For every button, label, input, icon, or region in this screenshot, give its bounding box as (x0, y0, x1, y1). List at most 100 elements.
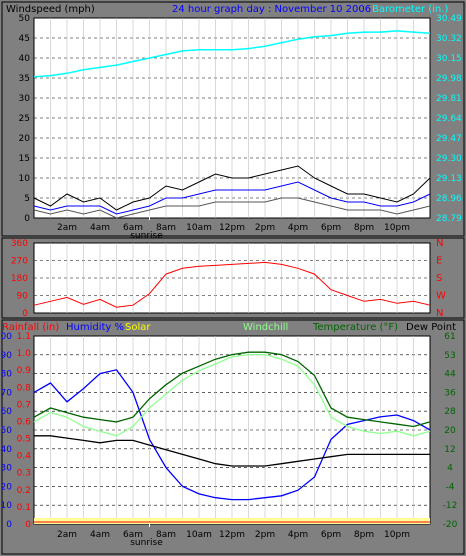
x-tick-label: 8am (156, 223, 176, 233)
humidity-label: Humidity % (66, 322, 124, 333)
axis-tick-label: 0 (24, 214, 30, 224)
axis-tick-label: 0.8 (17, 383, 32, 393)
axis-tick-label: W (436, 291, 446, 302)
x-tick-label: 8pm (354, 223, 374, 233)
axis-tick-label: 25 (19, 114, 30, 124)
axis-tick-label: 0 (22, 309, 28, 319)
series-humidity (33, 369, 431, 501)
axis-tick-label: 0.7 (17, 400, 31, 410)
axis-tick-label: 12 (444, 445, 455, 455)
solar-label: Solar (125, 322, 151, 333)
series-gust_low (33, 197, 431, 219)
axis-tick-label: 70 (1, 388, 13, 398)
x-tick-label: 6pm (321, 530, 341, 540)
axis-tick-label: 53 (444, 351, 455, 361)
series-windchill (33, 353, 431, 437)
p3-temp-ticks: -20 -12 -4 4 12 20 28 36 44 53 61 (443, 332, 458, 530)
x-tick-label: 4am (90, 223, 110, 233)
p1-right-ticks: 28.79 28.96 29.13 29.30 29.47 29.64 29.81 29.98… (436, 14, 462, 224)
axis-tick-label: 30.49 (436, 14, 462, 24)
axis-tick-label: 0.3 (17, 469, 31, 479)
axis-tick-label: 0 (25, 520, 31, 530)
p3-x-ticks: 2am 4am 6am 8am 10am 12pm 2pm 4pm 6pm 8pm 10pm sunr… (57, 523, 410, 548)
axis-tick-label: 0.5 (17, 435, 31, 445)
x-tick-label: 10pm (384, 530, 410, 540)
axis-tick-label: 60 (1, 407, 13, 417)
axis-tick-label: 29.98 (436, 74, 462, 84)
axis-tick-label: 28.96 (436, 194, 462, 204)
dew-point-label: Dew Point (406, 322, 456, 333)
axis-tick-label: 61 (444, 332, 455, 342)
x-tick-label: 8am (156, 530, 176, 540)
x-tick-label: 4pm (288, 530, 308, 540)
axis-tick-label: 0.6 (17, 417, 32, 427)
x-tick-label: 4am (90, 530, 110, 540)
axis-tick-label: 180 (11, 274, 28, 284)
axis-tick-label: S (436, 273, 442, 284)
axis-tick-label: 15 (19, 154, 30, 164)
axis-tick-label: 30 (1, 464, 13, 474)
barometer-axis-label: Barometer (in.) (372, 4, 448, 15)
x-tick-label: 2pm (255, 223, 275, 233)
axis-tick-label: 270 (11, 257, 28, 267)
p1-x-ticks: 2am 4am 6am 8am 10am 12pm 2pm 4pm 6pm 8pm 10pm sunr… (57, 216, 410, 241)
axis-tick-label: 45 (19, 34, 30, 44)
axis-tick-label: 100 (0, 332, 12, 342)
axis-tick-label: 5 (24, 194, 30, 204)
x-tick-label: 2pm (255, 530, 275, 540)
axis-tick-label: 30.15 (436, 54, 462, 64)
axis-tick-label: 10 (1, 501, 13, 511)
axis-tick-label: 40 (1, 445, 13, 455)
p1-series (33, 30, 431, 219)
axis-tick-label: 29.81 (436, 94, 462, 104)
axis-tick-label: 50 (19, 14, 31, 24)
axis-tick-label: E (436, 256, 442, 267)
rain-solar-band (34, 518, 430, 524)
series-dew_point (34, 435, 430, 467)
axis-tick-label: 10 (19, 174, 31, 184)
axis-tick-label: 20 (1, 482, 13, 492)
axis-tick-label: 4 (447, 464, 453, 474)
sunrise-label: sunrise (130, 231, 163, 241)
axis-tick-label: 30 (19, 94, 31, 104)
axis-tick-label: -12 (443, 501, 458, 511)
axis-tick-label: 90 (17, 292, 29, 302)
x-tick-label: 8pm (354, 530, 374, 540)
axis-tick-label: 360 (11, 239, 28, 249)
axis-tick-label: 29.47 (436, 134, 462, 144)
p3-series (33, 351, 431, 501)
x-tick-label: 12pm (219, 223, 245, 233)
p2-grid (34, 243, 430, 313)
axis-tick-label: 28.79 (436, 214, 462, 224)
axis-tick-label: 1.1 (17, 332, 31, 342)
axis-tick-label: 0.4 (17, 452, 32, 462)
x-tick-label: 2am (57, 223, 77, 233)
p2-left-ticks: 0 90 180 270 360 (11, 239, 28, 319)
axis-tick-label: -4 (446, 482, 455, 492)
series-wind_dir (33, 261, 431, 308)
series-avg_wind (33, 181, 431, 215)
axis-tick-label: 0.2 (17, 486, 31, 496)
axis-tick-label: 0.1 (17, 503, 31, 513)
axis-tick-label: 1.0 (17, 349, 32, 359)
axis-tick-label: 0 (6, 520, 12, 530)
p1-left-ticks: 0 5 10 15 20 25 30 35 40 45 50 (19, 14, 31, 224)
axis-tick-label: N (436, 308, 443, 319)
axis-tick-label: 40 (19, 54, 31, 64)
p3-rain-ticks: 0 0.1 0.2 0.3 0.4 0.5 0.6 0.7 0.8 0.9 1.0 1.1 (17, 332, 32, 530)
rainfall-label: Rainfall (in) (2, 322, 59, 333)
axis-tick-label: 20 (444, 426, 456, 436)
x-tick-label: 6pm (321, 223, 341, 233)
p3-humidity-ticks: 0 10 20 30 40 50 60 70 80 90 100 (0, 332, 12, 530)
x-tick-label: 10pm (384, 223, 410, 233)
axis-tick-label: 44 (444, 370, 456, 380)
series-temperature (33, 351, 431, 428)
x-tick-label: 10am (186, 223, 212, 233)
axis-tick-label: -20 (443, 520, 458, 530)
x-tick-label: 12pm (219, 530, 245, 540)
p2-series (33, 261, 431, 308)
axis-tick-label: 29.64 (436, 114, 462, 124)
axis-tick-label: 80 (1, 370, 13, 380)
